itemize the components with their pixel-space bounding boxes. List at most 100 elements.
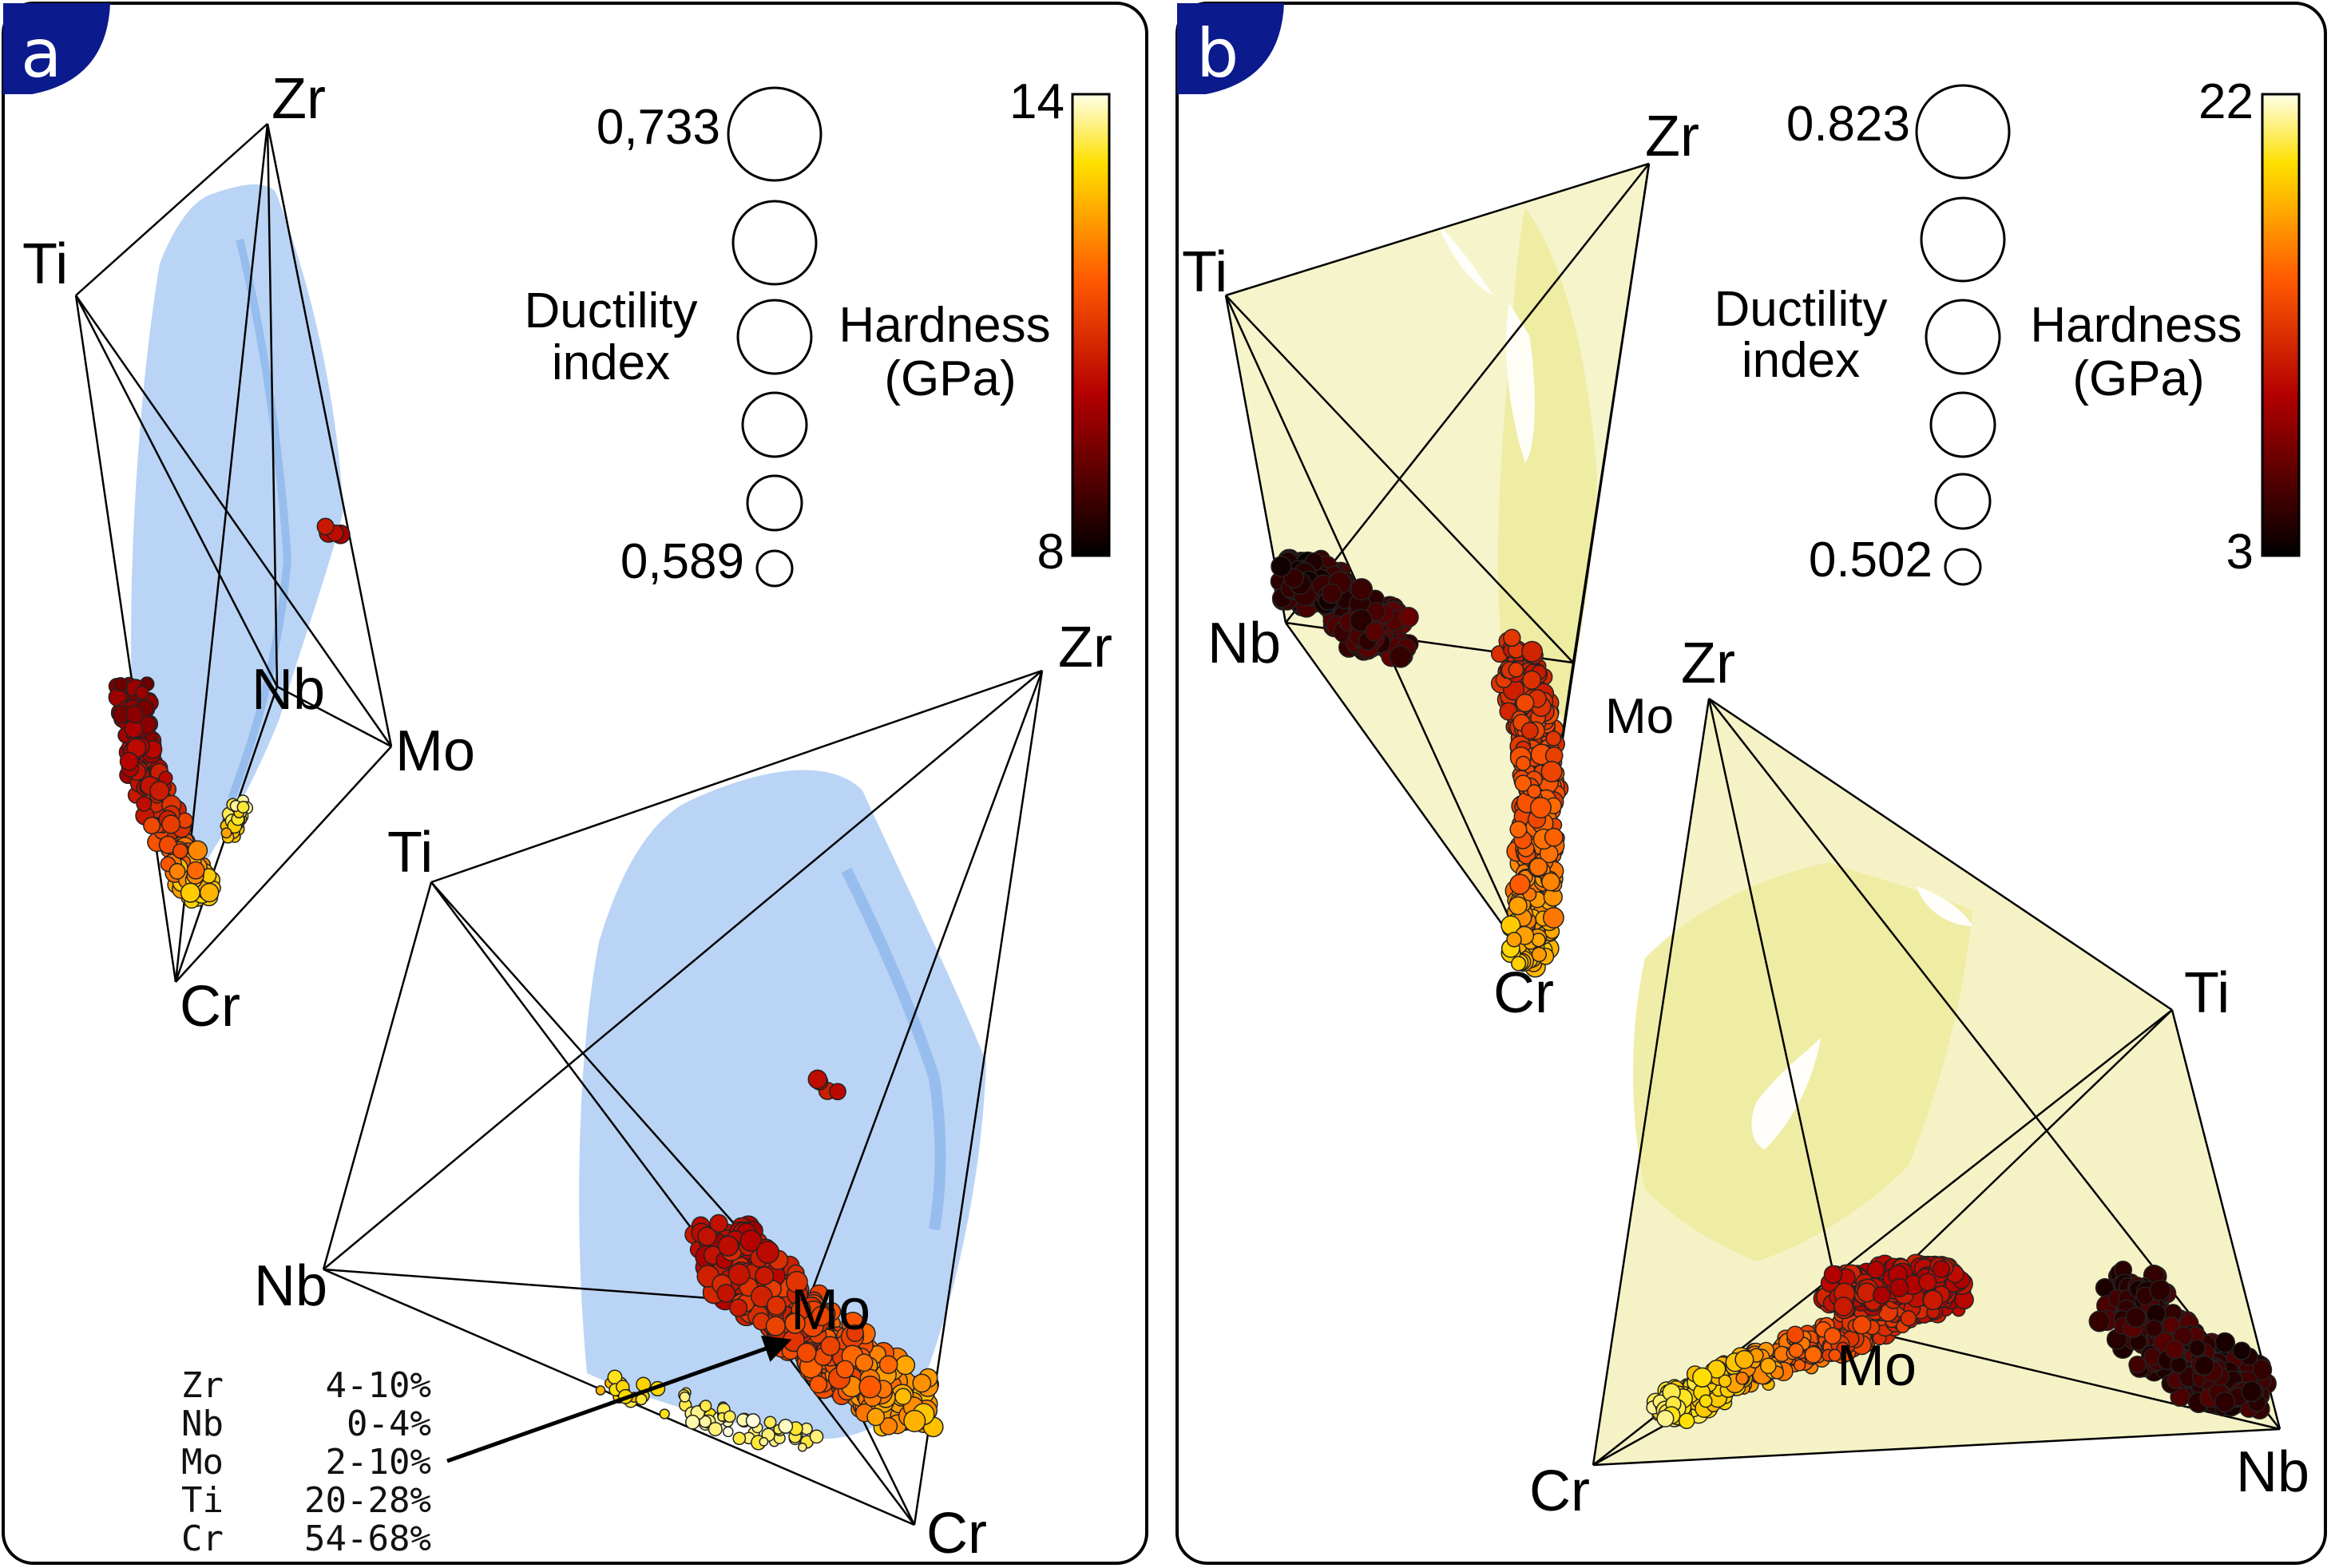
scatter-point [717,1235,739,1257]
panel-a-lower-vertex-mo: Mo [791,1278,870,1342]
scatter-point [168,862,186,880]
scatter-point [903,1409,926,1432]
scatter-point [1823,1265,1843,1285]
hardness-colorbar [1071,93,1111,557]
panel-b-ductility-legend: 0.823 0.502 Ductility index [1714,84,2011,588]
scatter-point [1793,1359,1806,1372]
scatter-point [755,1240,780,1264]
panel-a-ductility-legend: 0,733 0,589 Ductility index [524,86,823,589]
panel-b-upper-vertex-mo: Mo [1605,689,1674,744]
range-element: Mo [181,1442,224,1483]
scatter-point [708,1421,723,1437]
scatter-point [1511,956,1527,972]
scatter-point [125,704,145,724]
panel-b-lower-vertex-ti: Ti [2184,961,2230,1025]
hardness-min-label: 8 [1037,525,1064,580]
scatter-point [766,1295,787,1316]
panel-a-hardness-colorbar: 14 8 Hardness (GPa) [838,74,1111,580]
ductility-max-label: 0,733 [597,100,720,155]
scatter-point [595,1385,606,1396]
panel-b-lower-vertex-zr: Zr [1681,632,1735,695]
range-element: Cr [181,1519,224,1559]
ductility-min-label: 0,589 [620,534,744,589]
scatter-point [1528,857,1548,877]
ductility-legend-circle [727,86,823,182]
ductility-legend-circle [1944,548,1982,586]
scatter-point [1699,1394,1713,1408]
panel-b: b Zr Ti Nb Mo Cr [1175,2,2327,1565]
panel-b-badge [1177,3,1284,94]
hardness-title: Hardness [838,298,1050,353]
ductility-title: index [552,335,670,390]
hardness-title: (GPa) [2072,351,2204,406]
scatter-point [220,827,232,839]
scatter-point [700,1400,712,1412]
scatter-point [1804,1345,1822,1364]
scatter-point [1271,556,1292,577]
panel-a-upper-vertex-cr: Cr [180,975,240,1039]
scatter-point [835,1360,854,1379]
scatter-point [1541,872,1560,892]
scatter-point [187,840,208,861]
scatter-point [1932,1260,1951,1278]
scatter-point [1515,693,1535,713]
scatter-point [1678,1412,1695,1430]
scatter-point [797,1442,807,1452]
panel-a-upper-scatter [108,517,351,909]
scatter-point [709,1214,728,1233]
panel-b-upper-vertex-cr: Cr [1493,961,1554,1025]
scatter-point [1542,907,1564,929]
ductility-legend-circle [1915,84,2011,180]
scatter-point [1509,873,1531,895]
scatter-point [659,1408,670,1420]
scatter-point [1529,797,1552,819]
ductility-legend-circle [1925,299,2001,375]
panel-b-lower-surface-gap [1751,1038,1821,1150]
scatter-point [866,1408,886,1427]
scatter-point [1350,578,1374,601]
ductility-title: index [1742,333,1860,388]
scatter-point [1833,1296,1853,1317]
scatter-point [1521,640,1544,663]
scatter-point [199,882,220,903]
scatter-point [1872,1285,1891,1305]
ductility-legend-circle [736,299,813,375]
scatter-point [755,1265,775,1285]
scatter-point [679,1391,691,1403]
scatter-point [729,1298,748,1317]
scatter-point [1398,607,1419,628]
panel-b-upper-vertex-zr: Zr [1645,105,1699,168]
scatter-point [2128,1355,2147,1374]
scatter-point [1918,1273,1937,1292]
panel-b-upper-scatter [1270,548,1569,978]
scatter-point [1514,774,1532,792]
ductility-legend-circle [1920,196,2006,283]
panel-b-lower-scatter [1646,1253,2277,1430]
scatter-point [1545,731,1562,746]
scatter-point [1349,608,1374,632]
panel-a-badge-label: a [21,14,61,93]
scatter-point [778,1419,794,1434]
scatter-point [1889,1277,1909,1297]
scatter-point [727,1263,751,1286]
panel-a-lower-vertex-cr: Cr [926,1502,987,1566]
panel-a-lower-surface-ridge [841,867,946,1231]
scatter-point [2145,1319,2163,1338]
scatter-point [316,517,335,536]
hardness-colorbar [2261,93,2301,557]
scatter-point [1503,628,1521,647]
ductility-legend-circle [746,474,803,532]
panel-b-lower-vertex-mo: Mo [1837,1334,1917,1398]
ductility-legend-circle [731,200,818,286]
scatter-point [1508,662,1524,678]
ductility-max-label: 0.823 [1786,97,1910,152]
range-value: 4-10% [326,1365,431,1406]
panel-a-upper-vertex-mo: Mo [395,719,475,783]
scatter-point [784,1313,806,1334]
scatter-point [2165,1340,2185,1360]
scatter-point [820,1336,841,1356]
panel-a-lower-vertex-nb: Nb [254,1254,327,1318]
scatter-point [161,814,181,834]
scatter-point [1836,1341,1849,1355]
